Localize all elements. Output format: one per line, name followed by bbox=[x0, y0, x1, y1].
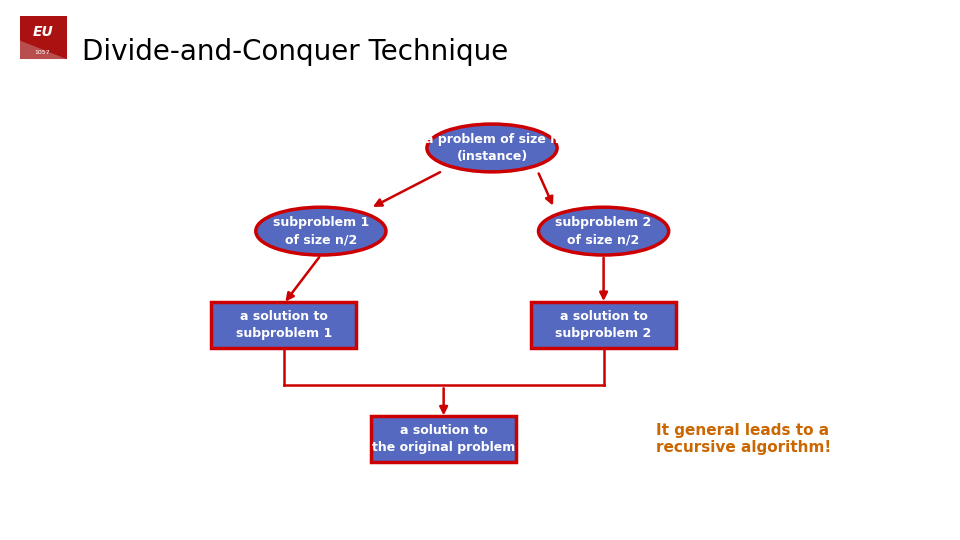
Polygon shape bbox=[20, 40, 67, 59]
Polygon shape bbox=[20, 16, 67, 59]
Text: EU: EU bbox=[33, 25, 53, 39]
Ellipse shape bbox=[539, 207, 669, 255]
FancyBboxPatch shape bbox=[211, 302, 356, 348]
Text: a solution to
subproblem 2: a solution to subproblem 2 bbox=[556, 309, 652, 340]
Text: a solution to
subproblem 1: a solution to subproblem 1 bbox=[235, 309, 332, 340]
Text: It general leads to a
recursive algorithm!: It general leads to a recursive algorith… bbox=[656, 423, 831, 455]
Text: a solution to
the original problem: a solution to the original problem bbox=[372, 424, 516, 454]
Text: subproblem 1
of size n/2: subproblem 1 of size n/2 bbox=[273, 216, 369, 246]
Ellipse shape bbox=[427, 124, 557, 172]
Text: Divide-and-Conquer Technique: Divide-and-Conquer Technique bbox=[82, 38, 508, 66]
Text: 1057: 1057 bbox=[35, 50, 51, 56]
FancyBboxPatch shape bbox=[531, 302, 676, 348]
Text: subproblem 2
of size n/2: subproblem 2 of size n/2 bbox=[556, 216, 652, 246]
FancyBboxPatch shape bbox=[372, 416, 516, 462]
Text: a problem of size n
(instance): a problem of size n (instance) bbox=[425, 133, 559, 163]
Ellipse shape bbox=[255, 207, 386, 255]
